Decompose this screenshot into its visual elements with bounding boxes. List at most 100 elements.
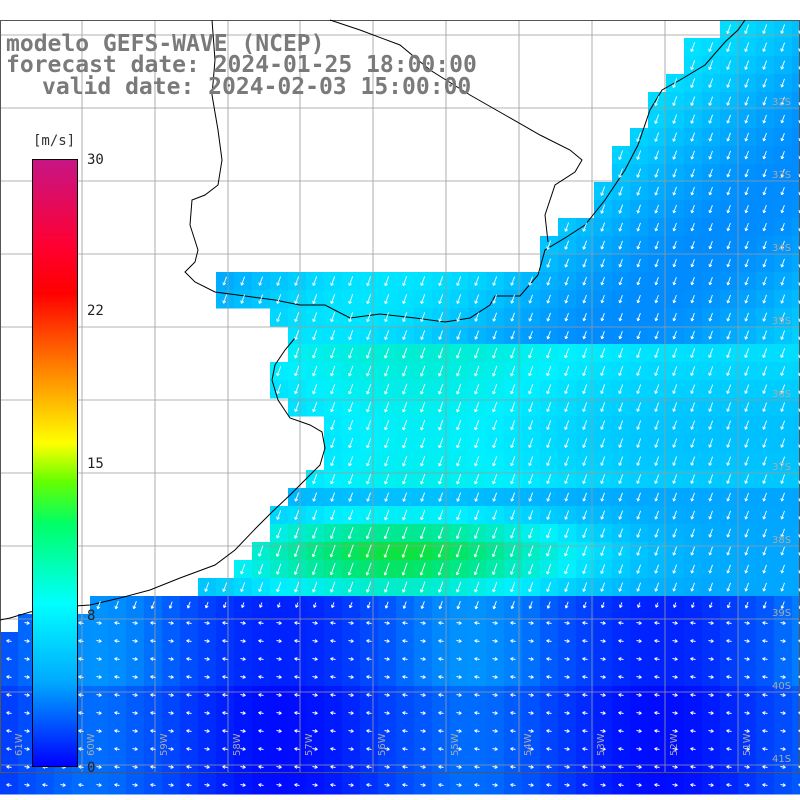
wind-arrow — [348, 455, 354, 467]
wind-arrow — [600, 621, 606, 625]
wind-arrow — [384, 455, 390, 467]
wind-arrow — [348, 765, 354, 769]
wind-arrow — [672, 258, 677, 268]
wind-arrow — [726, 384, 732, 394]
wind-arrow — [690, 693, 696, 697]
wind-arrow — [366, 276, 372, 287]
wind-arrow — [240, 747, 246, 751]
wind-arrow — [708, 240, 713, 250]
wind-arrow — [762, 78, 768, 88]
wind-arrow — [546, 276, 551, 286]
wind-arrow — [600, 729, 606, 733]
wind-arrow — [456, 276, 462, 286]
wind-arrow — [744, 492, 749, 502]
wind-arrow — [618, 348, 624, 359]
wind-arrow — [780, 60, 786, 70]
wind-arrow — [366, 675, 372, 679]
wind-arrow — [780, 729, 786, 733]
wind-arrow — [528, 474, 534, 485]
wind-arrow — [762, 60, 768, 70]
wind-arrow — [564, 783, 570, 787]
wind-arrow — [726, 492, 731, 502]
wind-arrow — [672, 294, 677, 304]
wind-arrow — [420, 675, 426, 679]
speed-cell — [792, 632, 800, 651]
wind-arrow — [96, 621, 102, 625]
wind-arrow — [546, 582, 552, 593]
wind-arrow — [726, 78, 732, 88]
wind-arrow — [420, 383, 426, 395]
wind-arrow — [383, 562, 390, 576]
colorbar-tick-15: 15 — [87, 456, 104, 472]
continent-edge — [329, 19, 583, 243]
wind-arrow — [690, 276, 695, 286]
wind-arrow — [492, 473, 498, 485]
wind-arrow — [672, 621, 678, 625]
wind-arrow — [726, 528, 731, 538]
wind-arrow — [402, 509, 408, 521]
wind-arrow — [312, 765, 318, 769]
wind-arrow — [474, 455, 480, 467]
wind-arrow — [636, 204, 641, 214]
wind-arrow — [420, 581, 426, 593]
wind-arrow — [780, 276, 785, 286]
wind-arrow — [582, 276, 587, 286]
wind-arrow — [762, 330, 768, 340]
wind-arrow — [348, 383, 354, 395]
wind-arrow — [672, 348, 678, 359]
wind-arrow — [384, 711, 390, 715]
wind-arrow — [384, 365, 390, 377]
wind-arrow — [690, 711, 696, 715]
wind-arrow — [546, 240, 552, 250]
wind-arrow — [726, 747, 732, 751]
wind-arrow — [78, 675, 84, 679]
wind-arrow — [276, 783, 282, 787]
wind-arrow — [582, 582, 588, 592]
wind-arrow — [780, 222, 785, 232]
wind-arrow — [708, 186, 713, 196]
wind-arrow — [366, 455, 372, 467]
wind-arrow — [726, 258, 731, 268]
wind-arrow — [762, 765, 768, 769]
wind-arrow — [546, 657, 552, 661]
wind-arrow — [150, 621, 156, 625]
wind-arrow — [672, 150, 678, 160]
lon-label: 58W — [232, 733, 243, 756]
wind-arrow — [276, 366, 282, 377]
wind-arrow — [672, 240, 677, 250]
wind-arrow — [329, 563, 336, 576]
wind-arrow — [150, 601, 155, 609]
wind-arrow — [294, 765, 300, 769]
wind-arrow — [456, 747, 462, 751]
wind-arrow — [222, 582, 228, 592]
wind-arrow — [366, 294, 372, 305]
wind-arrow — [582, 621, 588, 625]
wind-arrow — [726, 330, 731, 340]
wind-arrow — [672, 639, 678, 643]
wind-arrow — [654, 168, 660, 178]
wind-arrow — [401, 544, 408, 558]
speed-cell — [792, 254, 800, 273]
wind-arrow — [222, 783, 228, 787]
wind-arrow — [780, 711, 786, 715]
wind-arrow — [168, 657, 174, 661]
wind-arrow — [492, 639, 498, 643]
wind-arrow — [582, 474, 588, 484]
wind-arrow — [24, 675, 30, 679]
speed-cell — [792, 542, 800, 561]
speed-cell — [792, 452, 800, 471]
wind-arrow — [708, 168, 713, 178]
forecast-date: forecast date: 2024-01-25 18:00:00 — [6, 52, 477, 78]
wind-arrow — [690, 132, 696, 142]
wind-arrow — [492, 693, 498, 697]
wind-arrow — [654, 276, 659, 286]
wind-arrow — [762, 456, 768, 466]
wind-arrow — [276, 276, 282, 286]
wind-arrow — [186, 783, 192, 787]
wind-arrow — [348, 747, 354, 751]
wind-arrow — [564, 330, 569, 340]
wind-arrow — [582, 456, 588, 466]
lon-label: 51W — [742, 733, 753, 756]
speed-cell — [792, 434, 800, 453]
lat-label: 38S — [772, 535, 791, 546]
